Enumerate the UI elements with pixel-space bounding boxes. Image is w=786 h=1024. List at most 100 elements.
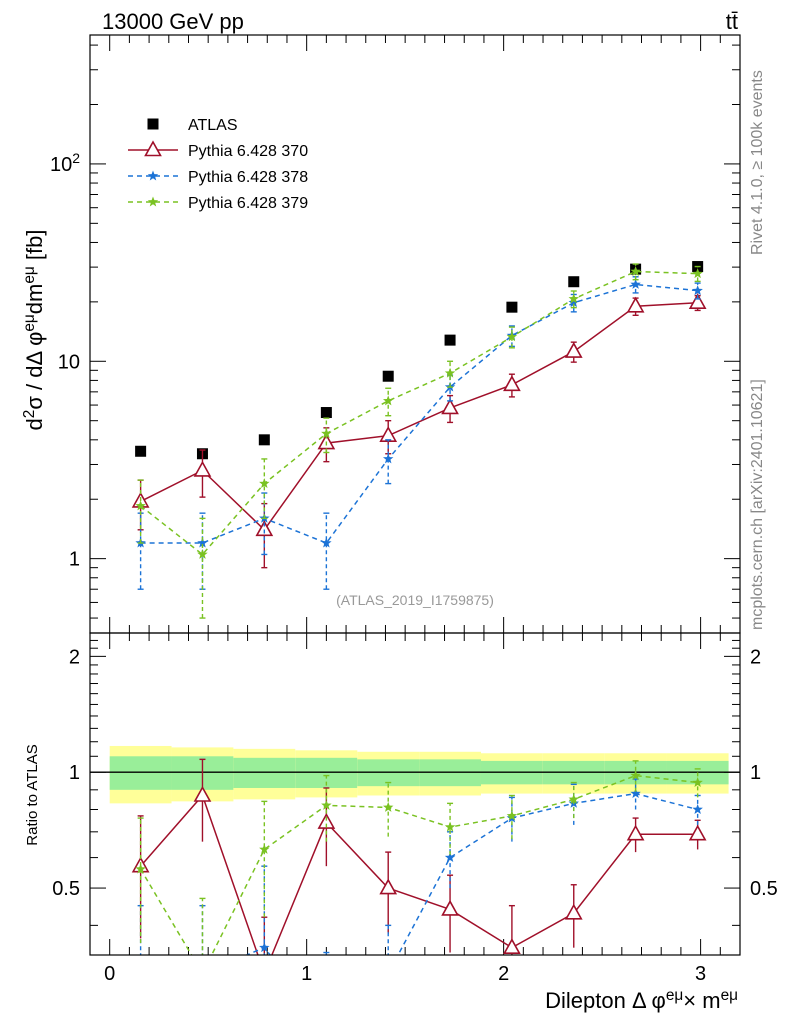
series-pythia-6-428-378 xyxy=(135,276,703,590)
ratio-series-pythia-6-428-370 xyxy=(131,758,707,979)
data-point xyxy=(382,395,394,406)
series-line xyxy=(140,301,698,531)
ratio-series-pythia-6-428-379 xyxy=(135,760,703,978)
data-point xyxy=(568,276,580,288)
legend: ATLAS Pythia 6.428 370 Pythia 6.428 378 Pyt… xyxy=(128,117,308,212)
ratio-ytick-label: 1 xyxy=(69,762,80,784)
ratio-panel: 0.5 0.5 1 1 2 2 0 1 2 3 xyxy=(52,632,778,1024)
data-point xyxy=(630,266,641,276)
band-inner-segment xyxy=(109,756,172,790)
main-axes: 1 10 102 xyxy=(50,35,740,633)
data-point xyxy=(444,334,456,346)
process-label: tt̄ xyxy=(726,9,738,34)
data-point xyxy=(626,296,645,313)
ratio-point xyxy=(135,863,146,874)
ratio-point xyxy=(379,878,398,895)
data-point xyxy=(692,268,703,279)
data-point xyxy=(379,425,398,442)
legend-marker xyxy=(147,118,159,130)
main-panel: 1 10 102 xyxy=(50,34,741,634)
ratio-line xyxy=(139,774,698,955)
series-line xyxy=(140,283,698,544)
main-series xyxy=(131,261,707,619)
series-pythia-6-428-379 xyxy=(135,263,703,619)
legend-marker xyxy=(147,170,159,181)
legend-item: ATLAS xyxy=(147,117,238,134)
data-point xyxy=(193,460,212,477)
x-tick-label: 3 xyxy=(695,963,706,985)
ratio-point xyxy=(630,788,641,799)
data-point xyxy=(688,293,707,310)
x-tick-label: 2 xyxy=(498,963,509,985)
data-point xyxy=(197,537,208,548)
ratio-point xyxy=(503,938,521,954)
data-point xyxy=(568,297,579,308)
ratio-point xyxy=(259,843,270,854)
source-label: mcplots.cern.ch [arXiv:2401.10621] xyxy=(749,379,766,630)
data-point xyxy=(444,367,456,378)
ratio-point xyxy=(564,903,583,920)
legend-label: Pythia 6.428 378 xyxy=(188,169,308,186)
ratio-axes: 0.5 0.5 1 1 2 2 0 1 2 3 xyxy=(52,633,778,985)
legend-label: Pythia 6.428 370 xyxy=(188,143,308,160)
data-point xyxy=(441,398,459,415)
main-y-axis-title: d2σ / dΔ φeμdmeμ [fb] xyxy=(21,230,48,431)
ratio-ytick-label: 0.5 xyxy=(52,878,80,900)
ratio-point xyxy=(321,1020,331,1024)
data-point xyxy=(197,548,208,559)
ratio-y-axis-title: Ratio to ATLAS xyxy=(24,744,41,845)
main-ytick-label: 1 xyxy=(69,549,80,571)
data-point xyxy=(503,375,521,392)
data-point xyxy=(258,434,270,446)
data-point xyxy=(506,301,518,313)
data-point xyxy=(568,293,579,304)
legend-marker xyxy=(147,196,159,207)
x-tick-label: 0 xyxy=(104,963,115,985)
data-point xyxy=(692,285,703,296)
ratio-point xyxy=(257,965,272,979)
legend-item: Pythia 6.428 379 xyxy=(128,195,308,212)
ratio-point xyxy=(197,968,207,978)
data-point xyxy=(321,537,332,548)
legend-marker xyxy=(144,140,162,157)
ratio-point xyxy=(259,942,270,953)
x-tick-label: 1 xyxy=(301,963,312,985)
data-point xyxy=(255,520,274,537)
ratio-ytick-label: 2 xyxy=(69,646,80,668)
data-point xyxy=(506,331,518,342)
ratio-point xyxy=(444,852,456,863)
ratio-point xyxy=(688,824,707,841)
ratio-point xyxy=(630,770,641,781)
data-point xyxy=(382,370,394,382)
legend-label: ATLAS xyxy=(188,117,238,134)
main-ytick-label: 10 xyxy=(58,351,80,373)
ratio-point xyxy=(568,793,579,804)
series-atlas xyxy=(135,261,704,460)
ratio-uncertainty-band xyxy=(90,745,740,804)
ratio-point xyxy=(692,777,703,787)
ratio-point xyxy=(382,801,394,812)
series-pythia-6-428-370 xyxy=(131,293,707,569)
ratio-ytick-label-right: 2 xyxy=(750,646,761,668)
data-point xyxy=(259,478,270,489)
ratio-ytick-label-right: 0.5 xyxy=(750,878,778,900)
data-point xyxy=(135,500,146,511)
data-point xyxy=(321,428,332,439)
analysis-label: (ATLAS_2019_I1759875) xyxy=(336,592,494,608)
rivet-version-label: Rivet 4.1.0, ≥ 100k events xyxy=(749,70,766,255)
ratio-point xyxy=(444,821,456,832)
data-point xyxy=(382,453,394,464)
ratio-frame xyxy=(89,632,741,956)
legend-label: Pythia 6.428 379 xyxy=(188,195,308,212)
main-ytick-label: 102 xyxy=(50,150,80,176)
ratio-ytick-label-right: 1 xyxy=(750,762,761,784)
ratio-point xyxy=(193,785,212,802)
ratio-point xyxy=(506,810,518,821)
x-axis-title: Dilepton Δ φeμ× meμ xyxy=(545,987,738,1014)
legend-item: Pythia 6.428 378 xyxy=(128,169,308,186)
ratio-point xyxy=(321,799,332,810)
ratio-point xyxy=(197,968,207,978)
data-point xyxy=(564,341,583,358)
data-point xyxy=(630,278,641,289)
